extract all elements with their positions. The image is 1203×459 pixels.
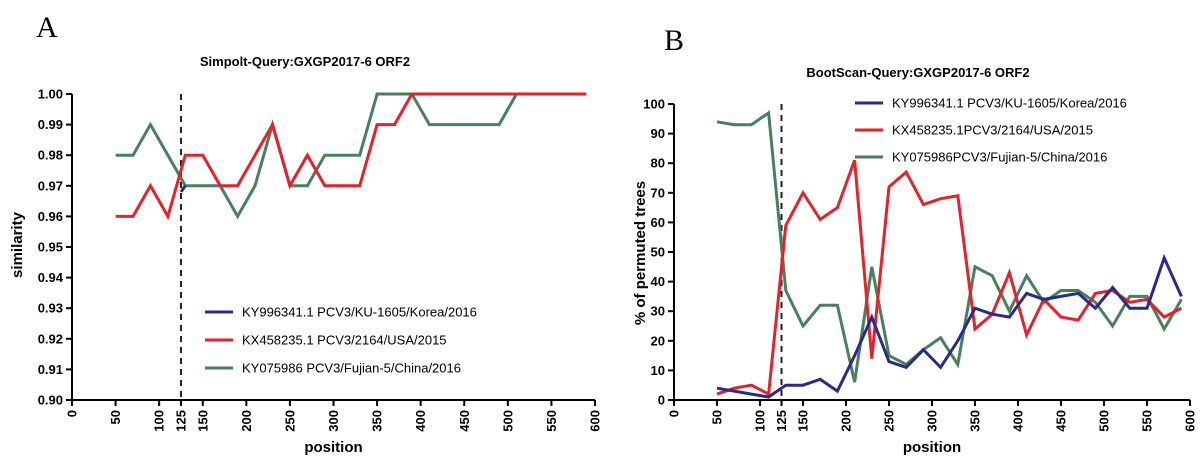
x-tick-label: 400 <box>413 410 428 432</box>
x-tick-label: 50 <box>710 410 725 424</box>
x-tick-label: 0 <box>667 410 682 417</box>
legend-label-2: KX458235.1PCV3/2164/USA/2015 <box>892 123 1093 138</box>
x-axis-label: position <box>903 439 961 456</box>
y-tick-label: 0.94 <box>38 270 64 285</box>
panel-b-letter: B <box>664 24 684 57</box>
x-tick-label: 125 <box>774 410 789 432</box>
series-line-2 <box>716 159 1183 397</box>
series-line-1 <box>179 184 187 193</box>
x-tick-label: 125 <box>173 410 188 432</box>
x-tick-label: 200 <box>239 410 254 432</box>
x-tick-label: 200 <box>839 410 854 432</box>
x-tick-label: 300 <box>326 410 341 432</box>
y-axis-label: similarity <box>9 211 26 278</box>
chart-title: Simpolt-Query:GXGP2017-6 ORF2 <box>200 54 410 69</box>
x-tick-label: 100 <box>152 410 167 432</box>
y-tick-label: 80 <box>651 156 665 171</box>
legend-label-3: KY075986 PCV3/Fujian-5/China/2016 <box>242 361 461 376</box>
bootscan-plot: BootScan-Query:GXGP2017-6 ORF2 0 10 20 30 40 5… <box>632 65 1198 456</box>
x-tick-label: 500 <box>1097 410 1112 432</box>
y-tick-label: 0.92 <box>38 331 63 346</box>
y-tick-label: 40 <box>651 274 665 289</box>
y-tick-label: 0 <box>658 393 665 408</box>
y-tick-label: 70 <box>651 185 665 200</box>
y-tick-label: 1.00 <box>38 87 63 102</box>
y-tick-label: 30 <box>651 304 665 319</box>
y-tick-label: 0.96 <box>38 209 63 224</box>
y-tick-label: 0.91 <box>38 362 63 377</box>
series-line-3 <box>716 110 1183 383</box>
legend-label-2: KX458235.1 PCV3/2164/USA/2015 <box>242 333 447 348</box>
x-tick-label: 250 <box>882 410 897 432</box>
x-tick-label: 0 <box>65 410 80 417</box>
similarity-plot: Simpolt-Query:GXGP2017-6 ORF2 0.90 0.91 0.9… <box>9 54 603 456</box>
y-tick-label: 0.99 <box>38 117 63 132</box>
x-tick-label: 600 <box>1183 410 1198 432</box>
x-tick-label: 550 <box>1140 410 1155 432</box>
x-tick-label: 100 <box>753 410 768 432</box>
x-tick-label: 300 <box>925 410 940 432</box>
y-tick-label: 0.97 <box>38 178 63 193</box>
x-tick-label: 400 <box>1011 410 1026 432</box>
x-tick-label: 150 <box>195 410 210 432</box>
y-tick-label: 60 <box>651 215 665 230</box>
series-line-3 <box>115 92 587 220</box>
y-axis-label: % of permuted trees <box>632 181 649 325</box>
y-tick-label: 50 <box>651 245 665 260</box>
legend-label-3: KY075986PCV3/Fujian-5/China/2016 <box>892 150 1107 165</box>
chart-title: BootScan-Query:GXGP2017-6 ORF2 <box>806 65 1029 80</box>
x-tick-label: 350 <box>370 410 385 432</box>
y-tick-label: 0.90 <box>38 393 63 408</box>
x-tick-label: 500 <box>500 410 515 432</box>
x-axis-label: position <box>304 439 362 456</box>
y-tick-label: 0.95 <box>38 240 63 255</box>
x-tick-label: 600 <box>588 410 603 432</box>
panel-a-letter: A <box>36 11 58 44</box>
x-tick-label: 150 <box>796 410 811 432</box>
y-tick-label: 0.98 <box>38 148 63 163</box>
x-tick-label: 450 <box>1054 410 1069 432</box>
x-tick-label: 250 <box>282 410 297 432</box>
y-tick-label: 100 <box>643 97 665 112</box>
x-tick-label: 550 <box>544 410 559 432</box>
series-line-2 <box>115 92 587 221</box>
series-line-1 <box>716 253 1183 399</box>
x-tick-label: 450 <box>457 410 472 432</box>
legend-label-1: KY996341.1 PCV3/KU-1605/Korea/2016 <box>242 305 477 320</box>
y-tick-label: 20 <box>651 333 665 348</box>
y-tick-label: 0.93 <box>38 301 63 316</box>
x-tick-label: 350 <box>968 410 983 432</box>
x-tick-label: 50 <box>108 410 123 424</box>
y-tick-label: 10 <box>651 363 665 378</box>
legend-label-1: KY996341.1 PCV3/KU-1605/Korea/2016 <box>892 96 1127 111</box>
y-tick-label: 90 <box>651 126 665 141</box>
